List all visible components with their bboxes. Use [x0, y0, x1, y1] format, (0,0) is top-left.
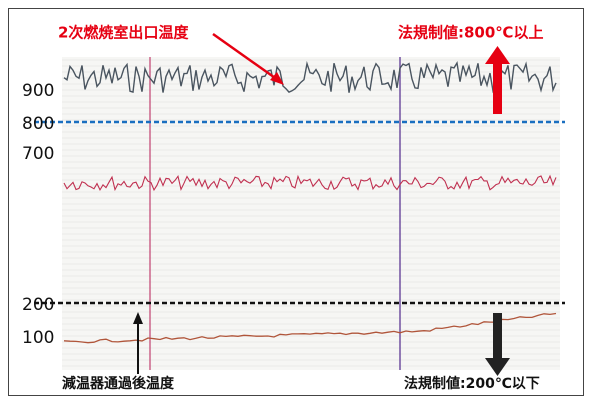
annotation: 法規制値:200℃以下 — [404, 375, 540, 392]
scale-label: 700 — [22, 144, 54, 164]
arrow-shaft — [493, 62, 502, 114]
annotation: 減温器通過後温度 — [62, 375, 175, 392]
scale-label: 900 — [22, 81, 54, 101]
arrow-shaft — [493, 313, 502, 361]
scale-label: 100 — [22, 328, 54, 348]
scale-label: 800 — [22, 114, 54, 134]
annotation: 法規制値:800℃以上 — [398, 24, 543, 42]
scale-label: 200 — [22, 295, 54, 315]
figure: 900 800 700 200 100 2次燃焼室出口温度 法規制値:800℃以… — [0, 0, 592, 403]
annotation: 2次燃焼室出口温度 — [58, 24, 189, 42]
